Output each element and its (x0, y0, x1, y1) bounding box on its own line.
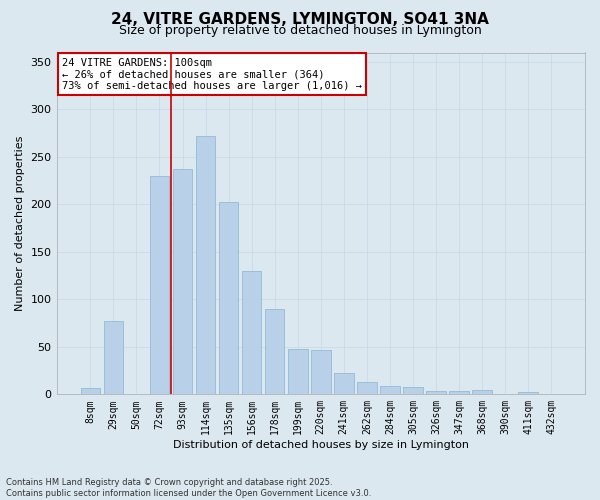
Bar (219, 202, 238, 394)
Bar (196, 136, 215, 394)
Bar (380, 386, 400, 394)
Text: 24 VITRE GARDENS: 100sqm
← 26% of detached houses are smaller (364)
73% of semi-: 24 VITRE GARDENS: 100sqm ← 26% of detach… (62, 58, 362, 91)
Bar (242, 271, 262, 394)
Bar (311, 350, 331, 395)
Bar (80, 388, 100, 394)
X-axis label: Distribution of detached houses by size in Lymington: Distribution of detached houses by size … (173, 440, 469, 450)
Bar (449, 392, 469, 394)
Y-axis label: Number of detached properties: Number of detached properties (15, 136, 25, 311)
Bar (334, 374, 353, 394)
Bar (472, 390, 492, 394)
Text: 24, VITRE GARDENS, LYMINGTON, SO41 3NA: 24, VITRE GARDENS, LYMINGTON, SO41 3NA (111, 12, 489, 28)
Bar (149, 176, 169, 394)
Bar (357, 382, 377, 394)
Bar (265, 309, 284, 394)
Bar (518, 392, 538, 394)
Bar (426, 390, 446, 394)
Bar (173, 170, 193, 394)
Text: Contains HM Land Registry data © Crown copyright and database right 2025.
Contai: Contains HM Land Registry data © Crown c… (6, 478, 371, 498)
Bar (403, 386, 423, 394)
Text: Size of property relative to detached houses in Lymington: Size of property relative to detached ho… (119, 24, 481, 37)
Bar (104, 321, 123, 394)
Bar (288, 349, 308, 395)
